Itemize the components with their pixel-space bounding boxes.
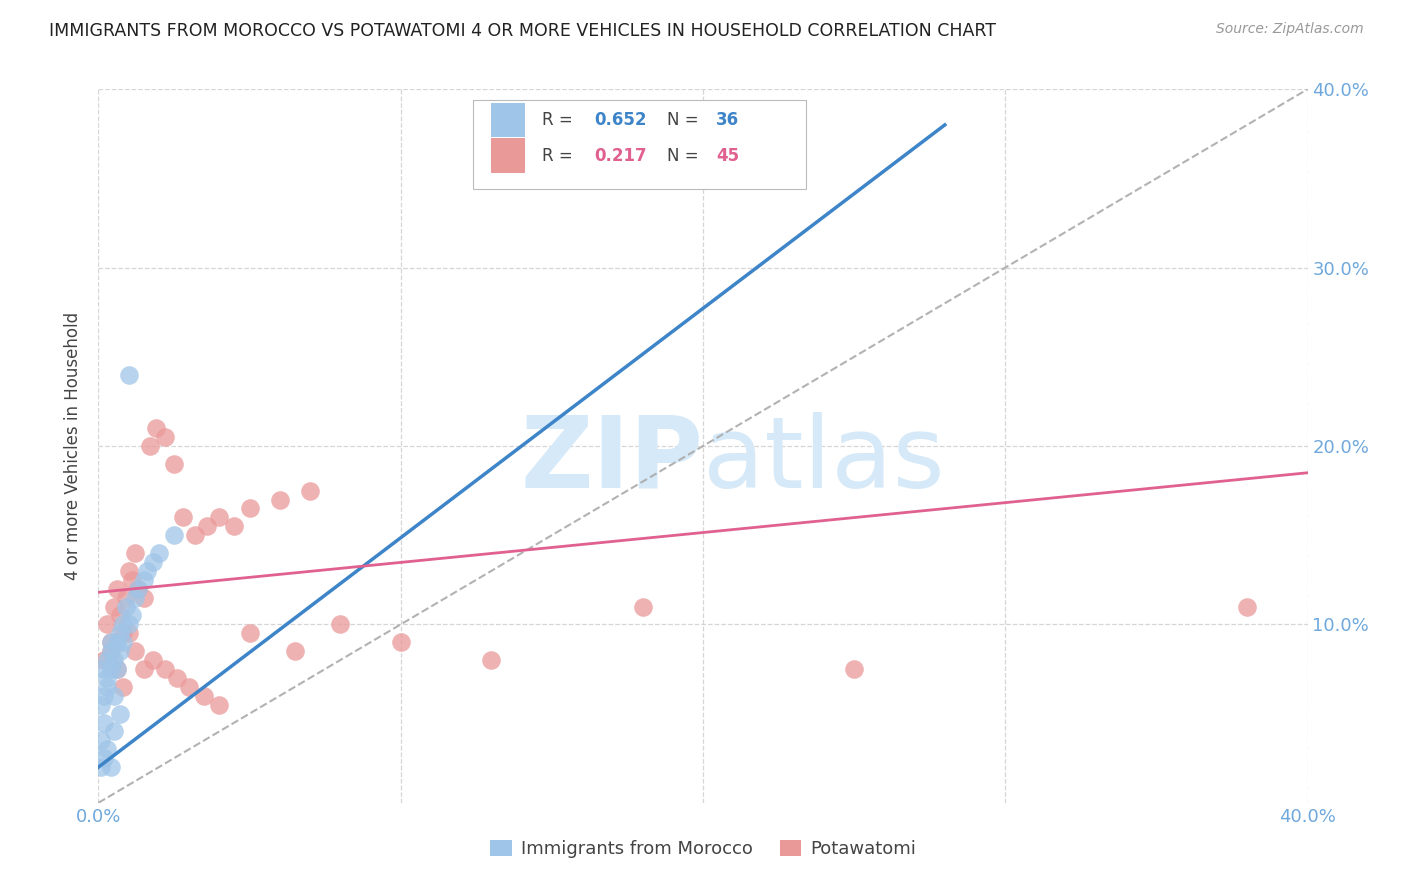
Point <box>90 760 112 774</box>
Point <box>153 430 176 444</box>
Point <box>163 528 186 542</box>
Point <box>239 501 262 516</box>
Point <box>96 671 118 685</box>
Point <box>93 653 115 667</box>
Text: ZIP: ZIP <box>520 412 703 508</box>
Text: atlas: atlas <box>703 412 945 508</box>
Point <box>132 591 155 605</box>
Point <box>224 519 246 533</box>
Point <box>90 733 112 747</box>
Bar <box>492 103 526 137</box>
Point <box>193 689 215 703</box>
Point <box>284 644 307 658</box>
Point <box>389 635 412 649</box>
Point <box>93 662 115 676</box>
Text: R =: R = <box>543 146 578 164</box>
Text: Source: ZipAtlas.com: Source: ZipAtlas.com <box>1216 22 1364 37</box>
Point <box>96 680 118 694</box>
Text: N =: N = <box>666 111 703 128</box>
Point <box>145 421 167 435</box>
Point <box>163 457 186 471</box>
Point <box>153 662 176 676</box>
Point <box>103 653 125 667</box>
Point <box>108 706 131 721</box>
Point <box>111 635 134 649</box>
Point <box>124 644 146 658</box>
Point <box>93 751 115 765</box>
Point <box>100 635 122 649</box>
Point <box>139 439 162 453</box>
Point <box>114 591 136 605</box>
Text: 45: 45 <box>716 146 740 164</box>
Point <box>132 662 155 676</box>
Text: IMMIGRANTS FROM MOROCCO VS POTAWATOMI 4 OR MORE VEHICLES IN HOUSEHOLD CORRELATIO: IMMIGRANTS FROM MOROCCO VS POTAWATOMI 4 … <box>49 22 997 40</box>
Legend: Immigrants from Morocco, Potawatomi: Immigrants from Morocco, Potawatomi <box>482 832 924 865</box>
Point <box>142 653 165 667</box>
Point <box>172 510 194 524</box>
Point <box>96 653 118 667</box>
Point <box>121 573 143 587</box>
Point <box>121 608 143 623</box>
Text: 0.652: 0.652 <box>595 111 647 128</box>
Point <box>100 644 122 658</box>
Point <box>184 528 207 542</box>
Point <box>166 671 188 685</box>
Point <box>118 617 141 632</box>
Point <box>90 698 112 712</box>
Text: 36: 36 <box>716 111 740 128</box>
Text: N =: N = <box>666 146 703 164</box>
Point <box>105 662 128 676</box>
Point <box>631 599 654 614</box>
Point <box>96 742 118 756</box>
FancyBboxPatch shape <box>474 100 806 189</box>
Point <box>148 546 170 560</box>
Point <box>142 555 165 569</box>
Point <box>124 591 146 605</box>
Point <box>100 662 122 676</box>
Point <box>100 644 122 658</box>
Point <box>111 680 134 694</box>
Point <box>1236 599 1258 614</box>
Point <box>124 546 146 560</box>
Point <box>299 483 322 498</box>
Point <box>179 680 201 694</box>
Point <box>111 626 134 640</box>
Point <box>103 724 125 739</box>
Point <box>118 368 141 382</box>
Point <box>93 715 115 730</box>
Point <box>100 635 122 649</box>
Point <box>93 689 115 703</box>
Y-axis label: 4 or more Vehicles in Household: 4 or more Vehicles in Household <box>65 312 83 580</box>
Point <box>132 573 155 587</box>
Point <box>239 626 262 640</box>
Point <box>208 510 231 524</box>
Point <box>108 626 131 640</box>
Point <box>127 582 149 596</box>
Point <box>329 617 352 632</box>
Text: 0.217: 0.217 <box>595 146 647 164</box>
Text: R =: R = <box>543 111 578 128</box>
Point <box>105 582 128 596</box>
Point <box>135 564 157 578</box>
Bar <box>492 138 526 173</box>
Point <box>108 608 131 623</box>
Point <box>96 617 118 632</box>
Point <box>208 698 231 712</box>
Point <box>118 564 141 578</box>
Point <box>844 662 866 676</box>
Point <box>481 653 503 667</box>
Point <box>105 635 128 649</box>
Point <box>269 492 291 507</box>
Point <box>100 760 122 774</box>
Point <box>111 617 134 632</box>
Point <box>108 644 131 658</box>
Point <box>105 662 128 676</box>
Point <box>103 689 125 703</box>
Point <box>114 599 136 614</box>
Point <box>103 599 125 614</box>
Point <box>195 519 218 533</box>
Point <box>127 582 149 596</box>
Point <box>118 626 141 640</box>
